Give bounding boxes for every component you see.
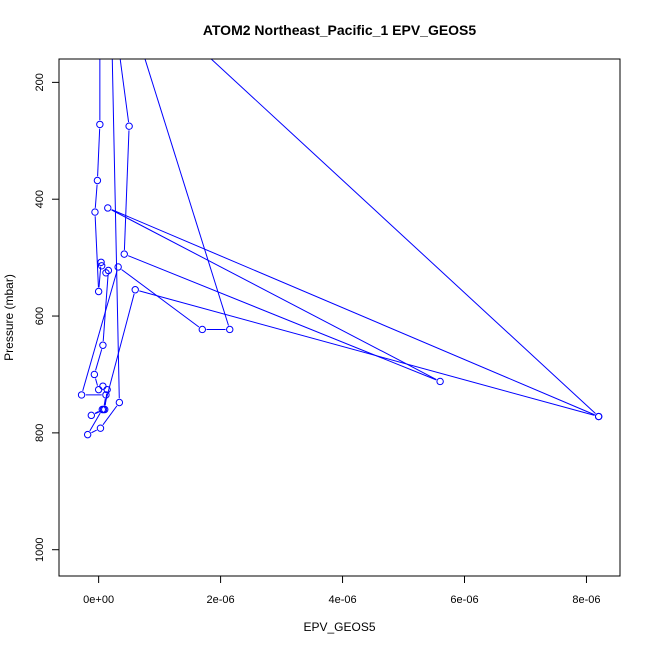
data-point [99, 341, 107, 349]
plot-frame [58, 58, 621, 577]
data-point [94, 287, 103, 296]
series-segment [97, 128, 101, 177]
series-segment [127, 255, 437, 381]
series-segment [123, 130, 130, 250]
y-tick-label: 600 [34, 307, 46, 325]
series-segment [95, 349, 103, 371]
series-segment [98, 266, 102, 288]
data-point [99, 405, 108, 414]
x-tick-label: 2e-06 [207, 594, 235, 606]
data-point [96, 424, 105, 432]
data-point [115, 398, 124, 407]
series-segment [102, 405, 118, 426]
series-segment [95, 378, 98, 386]
series-segment [91, 429, 97, 434]
y-tick-label: 400 [34, 190, 46, 208]
data-point [99, 382, 107, 390]
x-tick-label: 6e-06 [450, 594, 478, 606]
series-segment [111, 209, 595, 416]
series-segment [144, 59, 229, 326]
data-point [83, 430, 92, 439]
data-point [102, 391, 110, 399]
y-tick-label: 200 [34, 73, 46, 91]
series-segment [94, 184, 98, 208]
series-segment [94, 216, 99, 288]
series-segment [210, 59, 596, 415]
data-point [97, 258, 105, 266]
data-point [131, 286, 139, 294]
data-point [125, 122, 133, 130]
plot-area [77, 59, 603, 439]
series-segment [119, 59, 130, 123]
x-tick-label: 0e+00 [83, 594, 114, 606]
data-point [96, 120, 104, 129]
data-point [93, 176, 102, 185]
data-point [226, 325, 234, 334]
data-point [436, 377, 444, 386]
chart-title: ATOM2 Northeast_Pacific_1 EPV_GEOS5 [203, 22, 477, 38]
x-axis-label: EPV_GEOS5 [303, 620, 375, 634]
y-tick-label: 800 [34, 424, 46, 442]
data-point [120, 250, 128, 258]
data-point [91, 208, 99, 216]
data-point [77, 391, 86, 399]
series-segment [94, 411, 99, 414]
data-point [87, 411, 96, 420]
series-segment [139, 290, 595, 416]
series-segment [111, 59, 120, 399]
y-axis-label: Pressure (mbar) [2, 274, 16, 361]
series-segment [121, 269, 200, 328]
y-axis: 200 400 600 800 1000 [34, 73, 60, 562]
series-segment [82, 270, 118, 392]
data-point [103, 385, 111, 394]
series-segment [111, 209, 437, 380]
data-point [198, 325, 206, 334]
data-point [594, 412, 603, 421]
series-segment [103, 398, 106, 406]
series-segment [102, 274, 109, 342]
data-point [104, 204, 112, 212]
x-axis: 0e+00 2e-06 4e-06 6e-06 8e-06 [83, 575, 601, 606]
data-point [97, 262, 106, 270]
data-point [94, 385, 103, 394]
x-tick-label: 8e-06 [572, 594, 600, 606]
data-point [102, 269, 110, 277]
data-point [90, 370, 99, 379]
x-tick-label: 4e-06 [328, 594, 356, 606]
series-segment [89, 412, 101, 432]
y-tick-label: 1000 [34, 537, 46, 561]
data-point [114, 263, 122, 271]
data-point [104, 266, 113, 275]
